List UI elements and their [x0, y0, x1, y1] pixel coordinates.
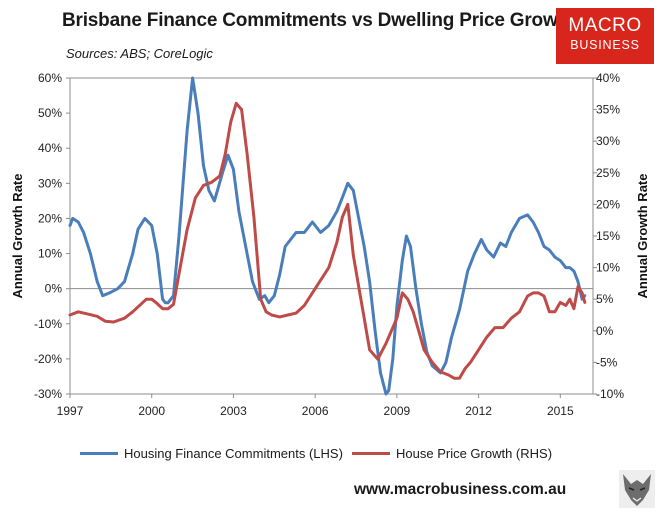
y-right-tick-label: 15%	[596, 229, 620, 243]
y-axis-label-right: Annual Growth Rate	[635, 174, 650, 299]
x-tick-label: 2009	[384, 404, 411, 418]
y-right-tick-label: -5%	[596, 355, 618, 369]
chart-source: Sources: ABS; CoreLogic	[66, 46, 213, 61]
y-left-tick-label: -10%	[34, 317, 62, 331]
macrobusiness-logo[interactable]: MACRO BUSINESS	[556, 8, 654, 64]
axis-ticks: 60% 50% 40% 30% 20% 10% 0% -10% -20% -30% 40% 35% 30…	[34, 71, 624, 418]
legend-label-price: House Price Growth (RHS)	[396, 446, 553, 461]
logo-line-macro: MACRO	[568, 15, 642, 36]
x-tick-label: 1997	[57, 404, 84, 418]
y-left-tick-label: 30%	[38, 176, 62, 190]
y-right-tick-label: 40%	[596, 71, 620, 85]
x-tick-label: 2015	[547, 404, 574, 418]
series-lines	[68, 76, 587, 396]
y-right-tick-label: 30%	[596, 134, 620, 148]
series-line-finance	[68, 76, 587, 396]
plot-area	[69, 77, 594, 395]
wolf-icon	[619, 470, 655, 508]
legend-label-finance: Housing Finance Commitments (LHS)	[124, 446, 343, 461]
y-left-tick-label: 60%	[38, 71, 62, 85]
logo-line-business: BUSINESS	[570, 38, 640, 52]
legend-item-price[interactable]: House Price Growth (RHS)	[352, 446, 552, 461]
legend-swatch-price	[352, 452, 390, 455]
x-tick-label: 2003	[220, 404, 247, 418]
x-tick-label: 2012	[465, 404, 492, 418]
y-left-tick-label: 40%	[38, 141, 62, 155]
x-tick-label: 2006	[302, 404, 329, 418]
series-line-price	[68, 101, 587, 380]
y-left-tick-label: 10%	[38, 247, 62, 261]
y-right-tick-label: 0%	[596, 324, 614, 338]
y-left-tick-label: 0%	[45, 282, 63, 296]
x-tick-label: 2000	[138, 404, 165, 418]
y-left-tick-label: -20%	[34, 352, 62, 366]
y-axis-label-left: Annual Growth Rate	[10, 174, 25, 299]
y-left-tick-label: -30%	[34, 387, 62, 401]
y-right-tick-label: 25%	[596, 166, 620, 180]
y-right-tick-label: 35%	[596, 103, 620, 117]
legend-swatch-finance	[80, 452, 118, 455]
y-right-tick-label: 10%	[596, 261, 620, 275]
y-right-tick-label: 5%	[596, 292, 614, 306]
legend-item-finance[interactable]: Housing Finance Commitments (LHS)	[80, 446, 343, 461]
footer-url-link[interactable]: www.macrobusiness.com.au	[354, 481, 567, 498]
y-right-tick-label: 20%	[596, 197, 620, 211]
y-left-tick-label: 20%	[38, 211, 62, 225]
y-right-tick-label: -10%	[596, 387, 624, 401]
chart-title: Brisbane Finance Commitments vs Dwelling…	[62, 10, 576, 31]
y-left-tick-label: 50%	[38, 106, 62, 120]
plot-frame	[69, 77, 594, 395]
